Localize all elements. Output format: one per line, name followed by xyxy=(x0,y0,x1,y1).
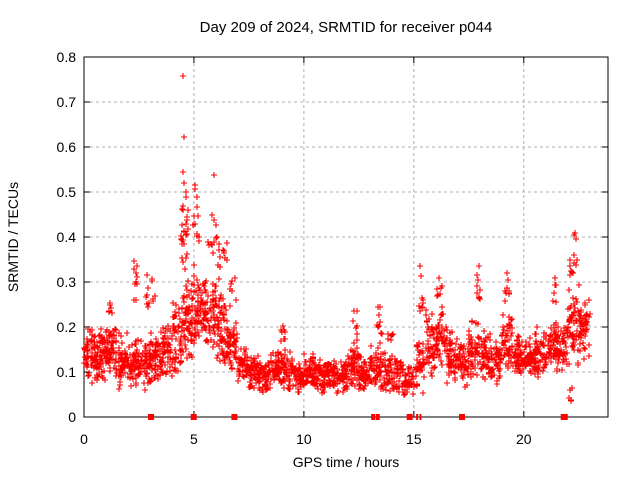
y-tick-label: 0.8 xyxy=(57,49,77,65)
y-tick-label: 0 xyxy=(68,409,76,425)
event-square xyxy=(375,414,380,420)
event-square xyxy=(371,414,376,420)
plot-frame xyxy=(83,56,609,418)
event-square xyxy=(406,414,413,420)
y-tick-label: 0.1 xyxy=(57,364,77,380)
x-tick-label: 5 xyxy=(190,431,198,447)
event-square xyxy=(458,414,465,420)
y-axis-label: SRMTID / TECUs xyxy=(5,182,21,292)
event-square xyxy=(190,414,197,420)
x-tick-label: 0 xyxy=(80,431,88,447)
event-square xyxy=(560,414,568,420)
scatter-points xyxy=(81,73,593,404)
event-square xyxy=(148,414,155,420)
event-square xyxy=(231,414,238,420)
y-tick-label: 0.5 xyxy=(57,184,77,200)
chart-title: Day 209 of 2024, SRMTID for receiver p04… xyxy=(200,19,493,36)
y-tick-label: 0.6 xyxy=(57,139,77,155)
tick-labels: 0 5 10 15 20 0 0.1 0.2 0.3 0.4 0.5 0.6 0.7 0.8 xyxy=(57,49,532,447)
x-tick-label: 10 xyxy=(296,431,312,447)
y-tick-label: 0.4 xyxy=(57,229,77,245)
x-tick-label: 15 xyxy=(406,431,422,447)
event-square xyxy=(416,414,419,420)
event-markers xyxy=(148,414,568,420)
y-tick-label: 0.2 xyxy=(57,319,77,335)
y-tick-label: 0.3 xyxy=(57,274,77,290)
y-tick-label: 0.7 xyxy=(57,94,77,110)
event-square xyxy=(419,414,422,420)
x-tick-label: 20 xyxy=(516,431,532,447)
x-axis-label: GPS time / hours xyxy=(293,454,400,470)
